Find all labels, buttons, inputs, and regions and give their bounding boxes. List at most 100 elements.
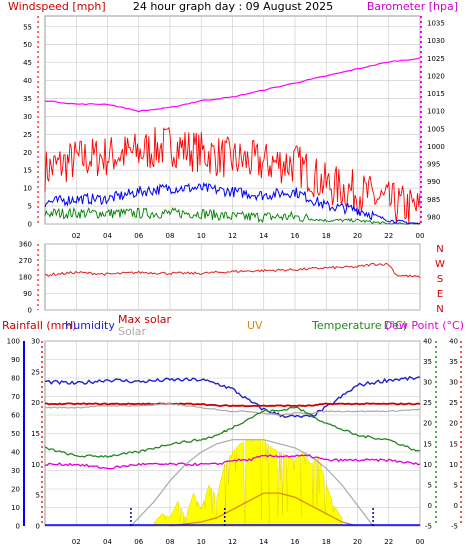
barometer-y-tick: 1000 bbox=[427, 143, 445, 151]
solar-series-line bbox=[44, 402, 421, 416]
wind-x-tick: 22 bbox=[384, 232, 393, 240]
wind-x-tick: 16 bbox=[291, 232, 300, 240]
wind-y-tick: 10 bbox=[23, 185, 32, 193]
climate-x-tick: 14 bbox=[259, 538, 268, 546]
direction-y-tick: 360 bbox=[19, 241, 32, 249]
humidity-y-tick: 30 bbox=[11, 467, 20, 475]
humidity-label: Humidity bbox=[65, 319, 115, 332]
humidity-y-tick: 60 bbox=[11, 412, 20, 420]
wind-y-tick: 50 bbox=[23, 41, 32, 49]
direction-y-tick: 180 bbox=[19, 274, 32, 282]
compass-label: N bbox=[436, 244, 443, 255]
humidity-y-tick: 50 bbox=[11, 430, 20, 438]
barometer-y-tick: 1025 bbox=[427, 55, 445, 63]
dew-point-y-tick: 0 bbox=[454, 502, 458, 510]
temperature-y-tick: 30 bbox=[423, 379, 432, 387]
plot-layer: 0510152025303540455055980985990995100010… bbox=[7, 15, 462, 546]
temperature-y-tick: 10 bbox=[423, 461, 432, 469]
rain-y-tick: 10 bbox=[31, 461, 40, 469]
humidity-y-tick: 80 bbox=[11, 375, 20, 383]
humidity-y-tick: 90 bbox=[11, 356, 20, 364]
rain-y-tick: 25 bbox=[31, 368, 40, 376]
rain-y-tick: 15 bbox=[31, 430, 40, 438]
wind-y-tick: 30 bbox=[23, 113, 32, 121]
dew-point-y-tick: 35 bbox=[449, 358, 458, 366]
barometer-series-line bbox=[44, 57, 421, 113]
temperature-y-tick: 5 bbox=[428, 481, 432, 489]
wind-y-tick: 25 bbox=[23, 131, 32, 139]
dew-point-y-tick: 25 bbox=[449, 399, 458, 407]
barometer-y-tick: 995 bbox=[427, 161, 440, 169]
climate-x-tick: 20 bbox=[353, 538, 362, 546]
direction-y-tick: 90 bbox=[23, 290, 32, 298]
uv-label: UV bbox=[247, 319, 263, 332]
wind-x-tick: 10 bbox=[197, 232, 206, 240]
rain-y-tick: 5 bbox=[36, 492, 40, 500]
compass-label: N bbox=[436, 304, 443, 315]
barometer-y-tick: 1030 bbox=[427, 37, 445, 45]
climate-x-tick: 18 bbox=[322, 538, 331, 546]
compass-label: W bbox=[435, 259, 445, 270]
humidity-y-tick: 100 bbox=[7, 338, 20, 346]
dew-point-y-tick: -5 bbox=[451, 523, 458, 531]
climate-x-tick: 12 bbox=[228, 538, 237, 546]
barometer-y-tick: 1010 bbox=[427, 108, 445, 116]
temperature-y-tick: 40 bbox=[423, 338, 432, 346]
dew-point-y-tick: 5 bbox=[454, 481, 458, 489]
wind-y-tick: 15 bbox=[23, 167, 32, 175]
barometer-y-tick: 1005 bbox=[427, 125, 445, 133]
uv-series-line bbox=[169, 492, 358, 527]
wind-x-tick: 08 bbox=[166, 232, 175, 240]
rain-y-tick: 0 bbox=[36, 523, 40, 531]
temperature-y-tick: 15 bbox=[423, 440, 432, 448]
barometer-y-tick: 990 bbox=[427, 178, 440, 186]
barometer-y-tick: 1020 bbox=[427, 72, 445, 80]
max-solar-curve bbox=[130, 439, 374, 527]
wind-x-tick: 18 bbox=[322, 232, 331, 240]
humidity-y-tick: 70 bbox=[11, 393, 20, 401]
wind-avg-series-line bbox=[44, 181, 421, 225]
climate-x-tick: 04 bbox=[103, 538, 112, 546]
climate-x-tick: 02 bbox=[72, 538, 81, 546]
rain-y-tick: 20 bbox=[31, 399, 40, 407]
dew-point-y-tick: 20 bbox=[449, 420, 458, 428]
barometer-y-tick: 1015 bbox=[427, 90, 445, 98]
humidity-y-tick: 40 bbox=[11, 449, 20, 457]
wind-x-tick: 02 bbox=[72, 232, 81, 240]
humidity-y-tick: 0 bbox=[16, 523, 20, 531]
climate-x-tick: 16 bbox=[291, 538, 300, 546]
wind-y-tick: 45 bbox=[23, 59, 32, 67]
temperature-series-line bbox=[44, 406, 421, 458]
humidity-series-line bbox=[44, 375, 421, 419]
dew-point-series-line bbox=[44, 454, 421, 470]
windspeed-axis-label: Windspeed [mph] bbox=[8, 0, 106, 13]
wind-y-tick: 20 bbox=[23, 149, 32, 157]
temperature-y-tick: -5 bbox=[425, 523, 432, 531]
humidity-y-tick: 20 bbox=[11, 486, 20, 494]
wind-y-tick: 0 bbox=[28, 221, 32, 229]
climate-x-tick: 08 bbox=[166, 538, 175, 546]
wind-green-series-line bbox=[44, 206, 420, 225]
barometer-y-tick: 985 bbox=[427, 196, 440, 204]
barometer-axis-label: Barometer [hpa] bbox=[367, 0, 458, 13]
dew-point-y-tick: 40 bbox=[449, 338, 458, 346]
dew-point-y-tick: 10 bbox=[449, 461, 458, 469]
climate-x-tick: 10 bbox=[197, 538, 206, 546]
barometer-y-tick: 1035 bbox=[427, 20, 445, 28]
dew-point-y-tick: 15 bbox=[449, 440, 458, 448]
direction-y-tick: 0 bbox=[28, 307, 32, 315]
wind-x-tick: 06 bbox=[134, 232, 143, 240]
max-solar-label: Max solar bbox=[118, 313, 171, 326]
wind-x-tick: 04 bbox=[103, 232, 112, 240]
direction-y-tick: 270 bbox=[19, 257, 32, 265]
wind-x-tick: 12 bbox=[228, 232, 237, 240]
wind-y-tick: 55 bbox=[23, 23, 32, 31]
compass-label: S bbox=[437, 274, 443, 285]
rainfall-label: Rainfall (mm) bbox=[2, 319, 76, 332]
graph-title: 24 hour graph day : 09 August 2025 bbox=[133, 0, 333, 13]
wind-x-tick: 14 bbox=[259, 232, 268, 240]
temperature-y-tick: 20 bbox=[423, 420, 432, 428]
wind-x-tick: 00 bbox=[416, 232, 425, 240]
compass-label: E bbox=[437, 289, 443, 300]
